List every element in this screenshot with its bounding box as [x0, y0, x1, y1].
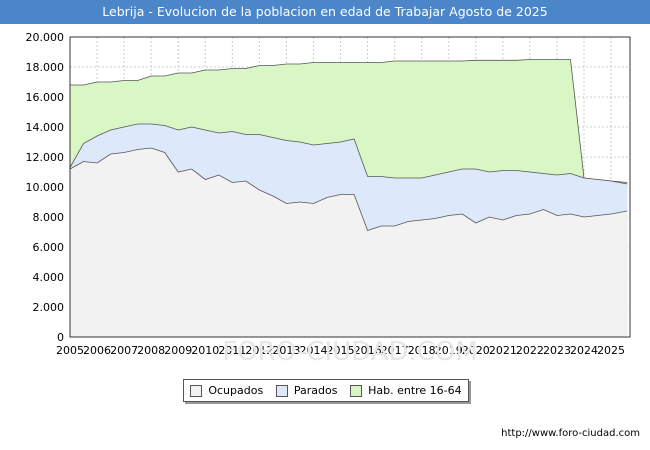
x-tick-label: 2011 [218, 344, 246, 357]
x-tick-label: 2008 [137, 344, 165, 357]
legend-label-hab: Hab. entre 16-64 [368, 384, 462, 397]
y-tick-label: 4.000 [33, 271, 65, 284]
plot-frame [69, 36, 631, 338]
x-tick-label: 2007 [110, 344, 138, 357]
source-link[interactable]: http://www.foro-ciudad.com [501, 428, 640, 439]
series-hab-line [70, 59, 628, 183]
tick-layer: 0 2.000 4.000 6.000 8.000 10.000 12.000 14.000 1… [26, 31, 626, 357]
x-tick-label: 2018 [408, 344, 436, 357]
area-layer [69, 36, 631, 338]
y-tick-label: 8.000 [33, 211, 65, 224]
y-tick-label: 16.000 [26, 91, 65, 104]
legend-label-parados: Parados [293, 384, 338, 397]
x-tick-label: 2020 [462, 344, 490, 357]
y-tick-label: 20.000 [26, 31, 65, 44]
series-parados-line [69, 123, 628, 185]
x-tick-label: 2022 [516, 344, 544, 357]
y-tick-label: 18.000 [26, 61, 65, 74]
x-tick-label: 2014 [299, 344, 327, 357]
x-tick-label: 2006 [83, 344, 111, 357]
series-ocupados-area [70, 148, 628, 337]
legend-item-parados: Parados [275, 384, 338, 397]
x-tick-label: 2025 [597, 344, 625, 357]
y-tick-label: 0 [57, 331, 64, 344]
legend-swatch-parados [275, 384, 288, 397]
y-tick-label: 6.000 [33, 241, 65, 254]
x-tick-label: 2010 [191, 344, 219, 357]
legend-item-hab: Hab. entre 16-64 [350, 384, 462, 397]
x-tick-label: 2005 [56, 344, 84, 357]
series-ocupados-line [69, 147, 628, 232]
x-tick-label: 2013 [272, 344, 300, 357]
y-tick-label: 2.000 [33, 301, 65, 314]
x-tick-label: 2019 [435, 344, 463, 357]
x-tick-label: 2016 [354, 344, 382, 357]
legend-swatch-hab [350, 384, 363, 397]
legend: Ocupados Parados Hab. entre 16-64 [183, 379, 469, 402]
y-tick-label: 10.000 [26, 181, 65, 194]
legend-swatch-ocupados [190, 384, 203, 397]
x-tick-label: 2009 [164, 344, 192, 357]
title-bar: Lebrija - Evolucion de la poblacion en e… [0, 0, 650, 24]
watermark: FORO-CIUDAD.COM [222, 337, 478, 367]
x-tick-label: 2024 [570, 344, 598, 357]
x-tick-label: 2021 [489, 344, 517, 357]
legend-item-ocupados: Ocupados [190, 384, 263, 397]
x-tick-label: 2015 [327, 344, 355, 357]
x-tick-label: 2012 [245, 344, 273, 357]
y-tick-label: 14.000 [26, 121, 65, 134]
x-tick-label: 2023 [543, 344, 571, 357]
chart-title: Lebrija - Evolucion de la poblacion en e… [102, 4, 548, 19]
x-tick-label: 2017 [381, 344, 409, 357]
legend-label-ocupados: Ocupados [208, 384, 264, 397]
y-tick-label: 12.000 [26, 151, 65, 164]
